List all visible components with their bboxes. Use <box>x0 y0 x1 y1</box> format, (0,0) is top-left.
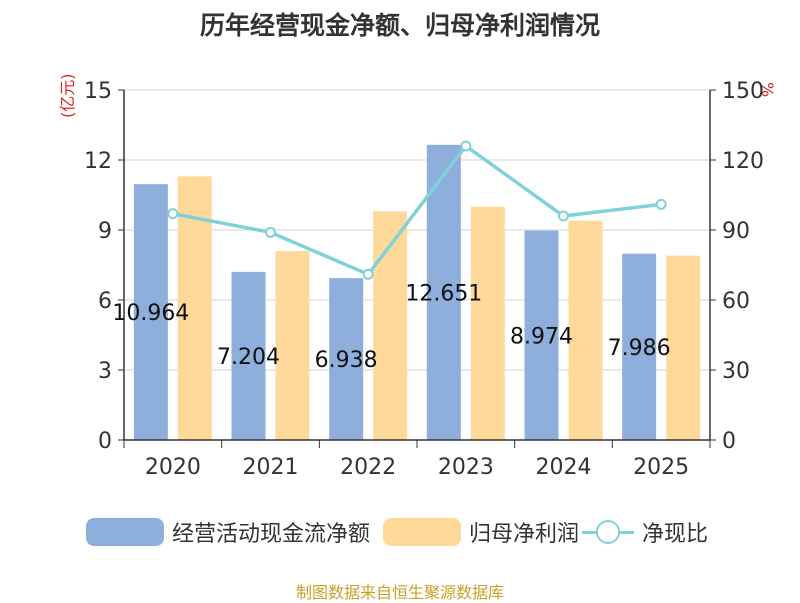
legend-label-cashflow: 经营活动现金流净额 <box>172 522 371 547</box>
bar-cashflow <box>133 184 168 440</box>
x-tick-label: 2025 <box>633 455 689 480</box>
legend-label-net-profit: 归母净利润 <box>469 522 580 547</box>
data-source-note: 制图数据来自恒生聚源数据库 <box>295 583 504 602</box>
x-tick-label: 2023 <box>438 455 494 480</box>
bar-net-profit <box>470 206 505 440</box>
y-right-tick-label: 120 <box>722 149 764 174</box>
point-cash-ratio <box>265 226 276 238</box>
bar-net-profit <box>568 220 603 440</box>
point-cash-ratio <box>167 208 179 220</box>
y-right-tick-label: 0 <box>722 429 736 454</box>
legend-swatch-net-profit <box>383 518 461 546</box>
point-cash-ratio <box>655 198 667 210</box>
y-left-tick-label: 3 <box>98 359 112 384</box>
y-left-tick-label: 9 <box>98 219 112 244</box>
x-tick-label: 2022 <box>340 455 396 480</box>
y-right-tick-label: 90 <box>722 219 750 244</box>
legend: 经营活动现金流净额 归母净利润 净现比 <box>0 516 800 556</box>
point-cash-ratio <box>362 268 374 280</box>
data-label-cashflow: 7.204 <box>217 345 280 370</box>
bar-net-profit <box>275 251 310 440</box>
chart-title: 历年经营现金净额、归母净利润情况 <box>199 11 600 40</box>
bar-net-profit <box>373 211 408 440</box>
bar-cashflow <box>426 144 461 440</box>
legend-swatch-cash-ratio <box>582 518 634 546</box>
legend-item-cash-ratio[interactable]: 净现比 <box>582 516 708 548</box>
y-left-tick-label: 12 <box>84 149 112 174</box>
legend-item-net-profit[interactable]: 归母净利润 <box>383 516 579 548</box>
y-right-tick-label: 60 <box>722 289 750 314</box>
point-cash-ratio <box>460 140 472 152</box>
legend-label-cash-ratio: 净现比 <box>642 522 709 547</box>
bar-net-profit <box>666 255 701 440</box>
bar-cashflow <box>622 253 657 440</box>
bar-cashflow <box>231 271 266 440</box>
x-tick-label: 2024 <box>536 455 592 480</box>
data-label-cashflow: 8.974 <box>510 324 573 349</box>
data-label-cashflow: 12.651 <box>405 281 482 306</box>
data-label-cashflow: 7.986 <box>608 336 671 361</box>
y-left-tick-label: 15 <box>84 79 112 104</box>
x-tick-label: 2021 <box>243 455 299 480</box>
data-label-cashflow: 6.938 <box>315 348 378 373</box>
line-cash-ratio <box>172 143 662 277</box>
bar-cashflow <box>329 278 364 440</box>
y-left-tick-label: 6 <box>98 289 112 314</box>
point-cash-ratio <box>558 210 569 222</box>
legend-swatch-cashflow <box>86 518 164 546</box>
y-left-tick-label: 0 <box>98 429 112 454</box>
y-right-tick-label: 30 <box>722 359 750 384</box>
x-tick-label: 2020 <box>145 455 201 480</box>
legend-item-cashflow[interactable]: 经营活动现金流净额 <box>86 516 370 548</box>
bar-cashflow <box>524 230 559 440</box>
y-right-tick-label: 150 <box>722 79 764 104</box>
data-label-cashflow: 10.964 <box>112 301 189 326</box>
